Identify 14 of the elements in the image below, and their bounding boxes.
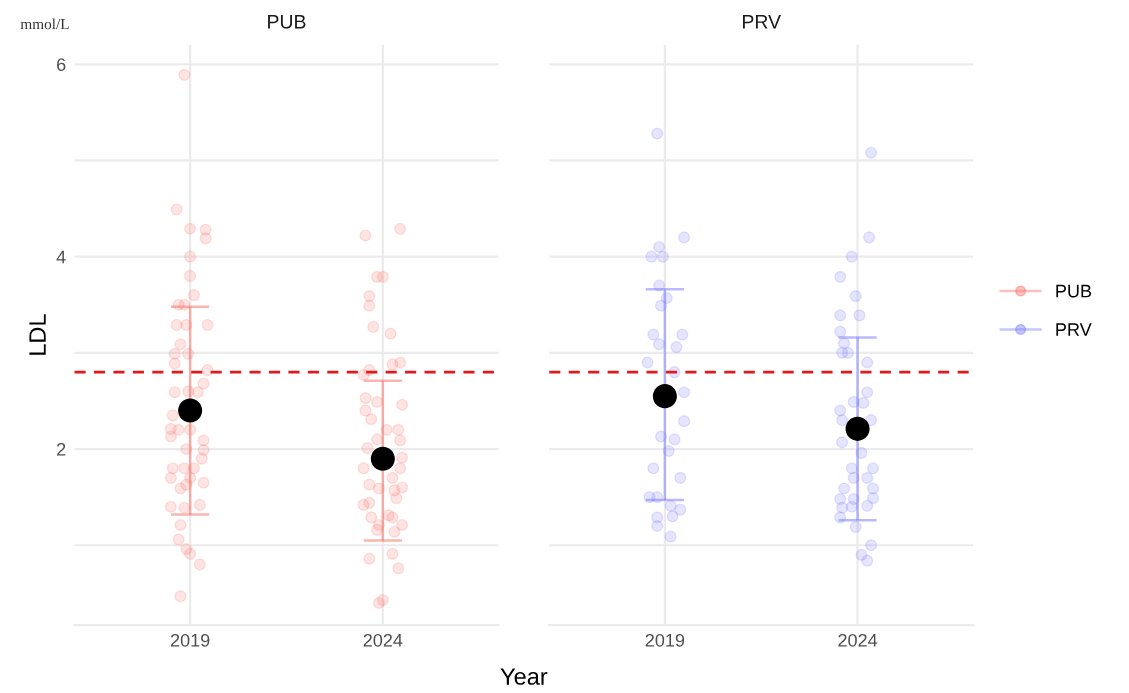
chart-title: PUB [268, 15, 306, 29]
chart-title: PRV [743, 15, 781, 29]
y-tick-label: 6 [57, 58, 66, 71]
legend-label: PUB [1056, 284, 1092, 298]
y-tick-label: 4 [56, 250, 66, 264]
text: mmol/L [20, 18, 69, 30]
x-tick-label: 2019 [170, 633, 210, 647]
x-axis-title: Year [500, 668, 548, 685]
x-tick-label: 2019 [645, 633, 685, 647]
x-tick-label: 2024 [363, 633, 403, 647]
x-tick-label: 2024 [838, 633, 878, 647]
y-axis-title: LDL [29, 314, 46, 355]
y-tick-label: 2 [57, 442, 66, 456]
legend-label: PRV [1056, 323, 1092, 336]
